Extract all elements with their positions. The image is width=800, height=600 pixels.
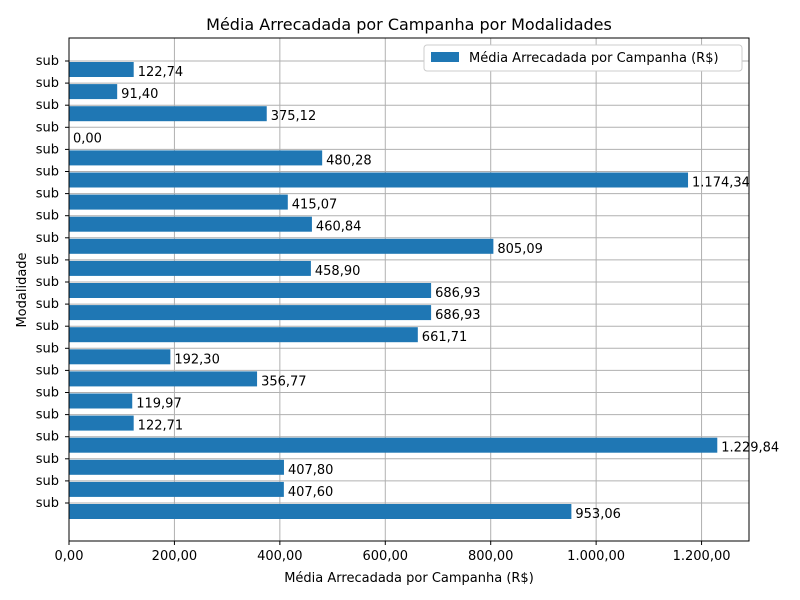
y-tick-label: sub xyxy=(36,386,59,401)
bar xyxy=(69,150,323,166)
x-tick-label: 0,00 xyxy=(55,549,84,564)
y-tick-label: sub xyxy=(36,187,59,202)
bar xyxy=(69,349,171,365)
bar-value-label: 407,60 xyxy=(288,485,334,500)
chart-title: Média Arrecadada por Campanha por Modali… xyxy=(206,15,612,34)
y-tick-label: sub xyxy=(36,120,59,135)
bar xyxy=(69,459,284,475)
y-tick-label: sub xyxy=(36,54,59,69)
y-tick-label: sub xyxy=(36,430,59,445)
legend-box xyxy=(423,44,743,72)
bar-value-label: 119,97 xyxy=(136,397,182,412)
bar-value-label: 661,71 xyxy=(422,330,468,345)
y-tick-label: sub xyxy=(36,363,59,378)
bar-value-label: 1.229,84 xyxy=(721,441,779,456)
bar xyxy=(69,216,312,232)
bar-value-label: 686,93 xyxy=(435,286,481,301)
y-tick-label: sub xyxy=(36,474,59,489)
y-tick-label: sub xyxy=(36,165,59,180)
bar-value-label: 458,90 xyxy=(315,264,361,279)
bar-value-label: 480,28 xyxy=(326,153,372,168)
y-tick-label: sub xyxy=(36,209,59,224)
bar xyxy=(69,327,418,343)
bar xyxy=(69,106,267,122)
bar-value-label: 686,93 xyxy=(435,308,481,323)
bar-value-label: 375,12 xyxy=(271,109,317,124)
bar-value-label: 0,00 xyxy=(73,131,102,146)
bar xyxy=(69,481,284,497)
bar-value-label: 122,74 xyxy=(138,65,184,80)
y-tick-label: sub xyxy=(36,275,59,290)
legend: Média Arrecadada por Campanha (R$) xyxy=(423,44,743,72)
bar xyxy=(69,62,134,77)
bar xyxy=(69,437,718,453)
y-tick-label: sub xyxy=(36,319,59,334)
bar-value-label: 953,06 xyxy=(575,507,621,522)
bar xyxy=(69,283,432,298)
y-tick-label: sub xyxy=(36,253,59,268)
y-tick-label: sub xyxy=(36,76,59,91)
y-axis-title: Modalidade xyxy=(15,252,30,327)
legend-label: Média Arrecadada por Campanha (R$) xyxy=(469,51,719,66)
x-tick-label: 800,00 xyxy=(468,549,514,564)
x-axis-title: Média Arrecadada por Campanha (R$) xyxy=(284,571,534,586)
y-tick-label: sub xyxy=(36,408,59,423)
bars: 122,74 91,40 375,12 0,00 480,28 1.174,34 415,0… xyxy=(69,62,779,522)
bar xyxy=(69,84,118,100)
bar-value-label: 122,71 xyxy=(138,419,184,434)
y-tick-label: sub xyxy=(36,341,59,356)
x-tick-label: 1.000,00 xyxy=(567,549,625,564)
bar xyxy=(69,371,258,387)
bar-value-label: 356,77 xyxy=(261,374,307,389)
x-tick-label: 400,00 xyxy=(257,549,303,564)
y-tick-label: sub xyxy=(36,98,59,113)
y-tick-label: sub xyxy=(36,452,59,467)
bar-value-label: 805,09 xyxy=(497,242,543,257)
y-tick-label: sub xyxy=(36,231,59,246)
bar xyxy=(69,305,432,321)
bar-value-label: 1.174,34 xyxy=(692,176,750,191)
y-tick-label: sub xyxy=(36,297,59,312)
y-tick-label: sub xyxy=(36,142,59,157)
bar xyxy=(69,504,572,519)
x-tick-label: 200,00 xyxy=(152,549,198,564)
bar-value-label: 192,30 xyxy=(174,352,220,367)
x-tick-label: 600,00 xyxy=(363,549,409,564)
legend-swatch xyxy=(431,52,459,62)
bar xyxy=(69,415,134,431)
y-tick-label: sub xyxy=(36,496,59,511)
bar xyxy=(69,172,689,188)
bar xyxy=(69,393,133,409)
plot-frame xyxy=(68,37,750,542)
bar xyxy=(69,260,311,276)
bar xyxy=(69,194,288,210)
bar xyxy=(69,238,494,254)
bar-value-label: 460,84 xyxy=(316,220,362,235)
x-tick-label: 1.200,00 xyxy=(673,549,731,564)
bar-value-label: 415,07 xyxy=(292,198,338,213)
y-axis-ticks: sub sub sub sub sub sub sub sub sub sub sub sub sub s… xyxy=(36,54,69,511)
bar-value-label: 407,80 xyxy=(288,463,334,478)
grid xyxy=(68,38,749,541)
x-axis-ticks: 0,00 200,00 400,00 600,00 800,00 1.000,00 1.20… xyxy=(55,541,731,564)
bar-value-label: 91,40 xyxy=(121,87,158,102)
